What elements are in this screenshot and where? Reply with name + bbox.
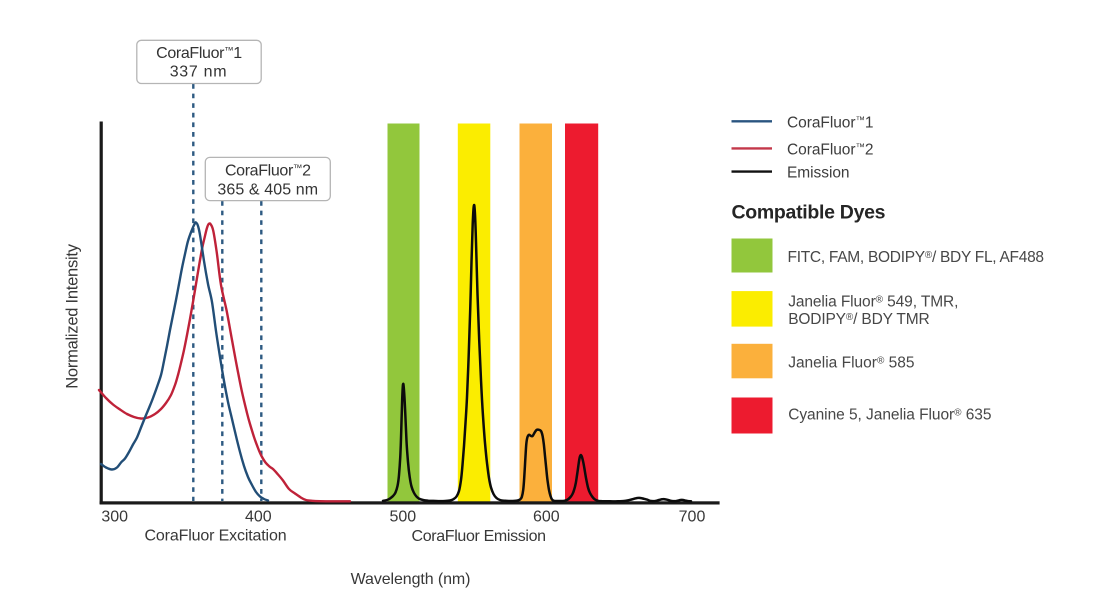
svg-text:BODIPY®/ BDY TMR: BODIPY®/ BDY TMR: [788, 311, 929, 328]
svg-text:CoraFluor Excitation: CoraFluor Excitation: [145, 528, 287, 545]
svg-text:CoraFluor™2: CoraFluor™2: [225, 163, 311, 180]
svg-text:600: 600: [533, 509, 560, 526]
svg-text:Cyanine 5, Janelia Fluor® 635: Cyanine 5, Janelia Fluor® 635: [788, 407, 991, 424]
svg-text:337 nm: 337 nm: [170, 63, 228, 80]
svg-text:Normalized Intensity: Normalized Intensity: [64, 243, 82, 388]
svg-text:Compatible Dyes: Compatible Dyes: [732, 202, 886, 224]
svg-text:300: 300: [101, 509, 128, 526]
svg-text:400: 400: [245, 509, 272, 526]
svg-text:700: 700: [679, 509, 706, 526]
svg-text:FITC, FAM, BODIPY®/ BDY FL, AF: FITC, FAM, BODIPY®/ BDY FL, AF488: [788, 249, 1044, 266]
svg-text:CoraFluor™1: CoraFluor™1: [156, 45, 242, 62]
svg-text:365 & 405 nm: 365 & 405 nm: [217, 182, 318, 199]
svg-text:500: 500: [389, 509, 416, 526]
svg-text:Wavelength (nm): Wavelength (nm): [351, 571, 471, 588]
svg-text:Janelia Fluor® 585: Janelia Fluor® 585: [788, 354, 914, 371]
svg-text:Janelia Fluor® 549, TMR,: Janelia Fluor® 549, TMR,: [788, 294, 958, 311]
svg-text:CoraFluor™2: CoraFluor™2: [787, 141, 874, 158]
svg-text:Emission: Emission: [787, 165, 849, 182]
svg-text:CoraFluor™1: CoraFluor™1: [787, 114, 874, 131]
svg-text:CoraFluor Emission: CoraFluor Emission: [412, 528, 546, 545]
